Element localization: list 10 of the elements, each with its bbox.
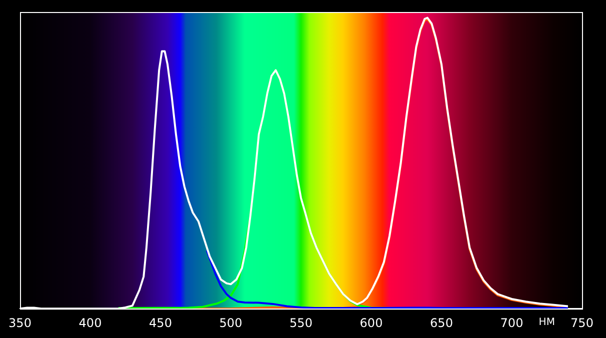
x-tick-label: 350 (8, 316, 32, 330)
x-tick-label: 400 (78, 316, 102, 330)
x-tick-label: 450 (149, 316, 172, 330)
x-tick-label: 700 (500, 316, 524, 330)
x-tick-label: 600 (360, 316, 383, 330)
x-tick-label: 500 (219, 316, 242, 330)
x-tick-label: 650 (430, 316, 453, 330)
x-axis-title: НМ (538, 317, 555, 328)
x-tick-label: 550 (290, 316, 312, 330)
x-tick-label: 750 (570, 316, 594, 330)
